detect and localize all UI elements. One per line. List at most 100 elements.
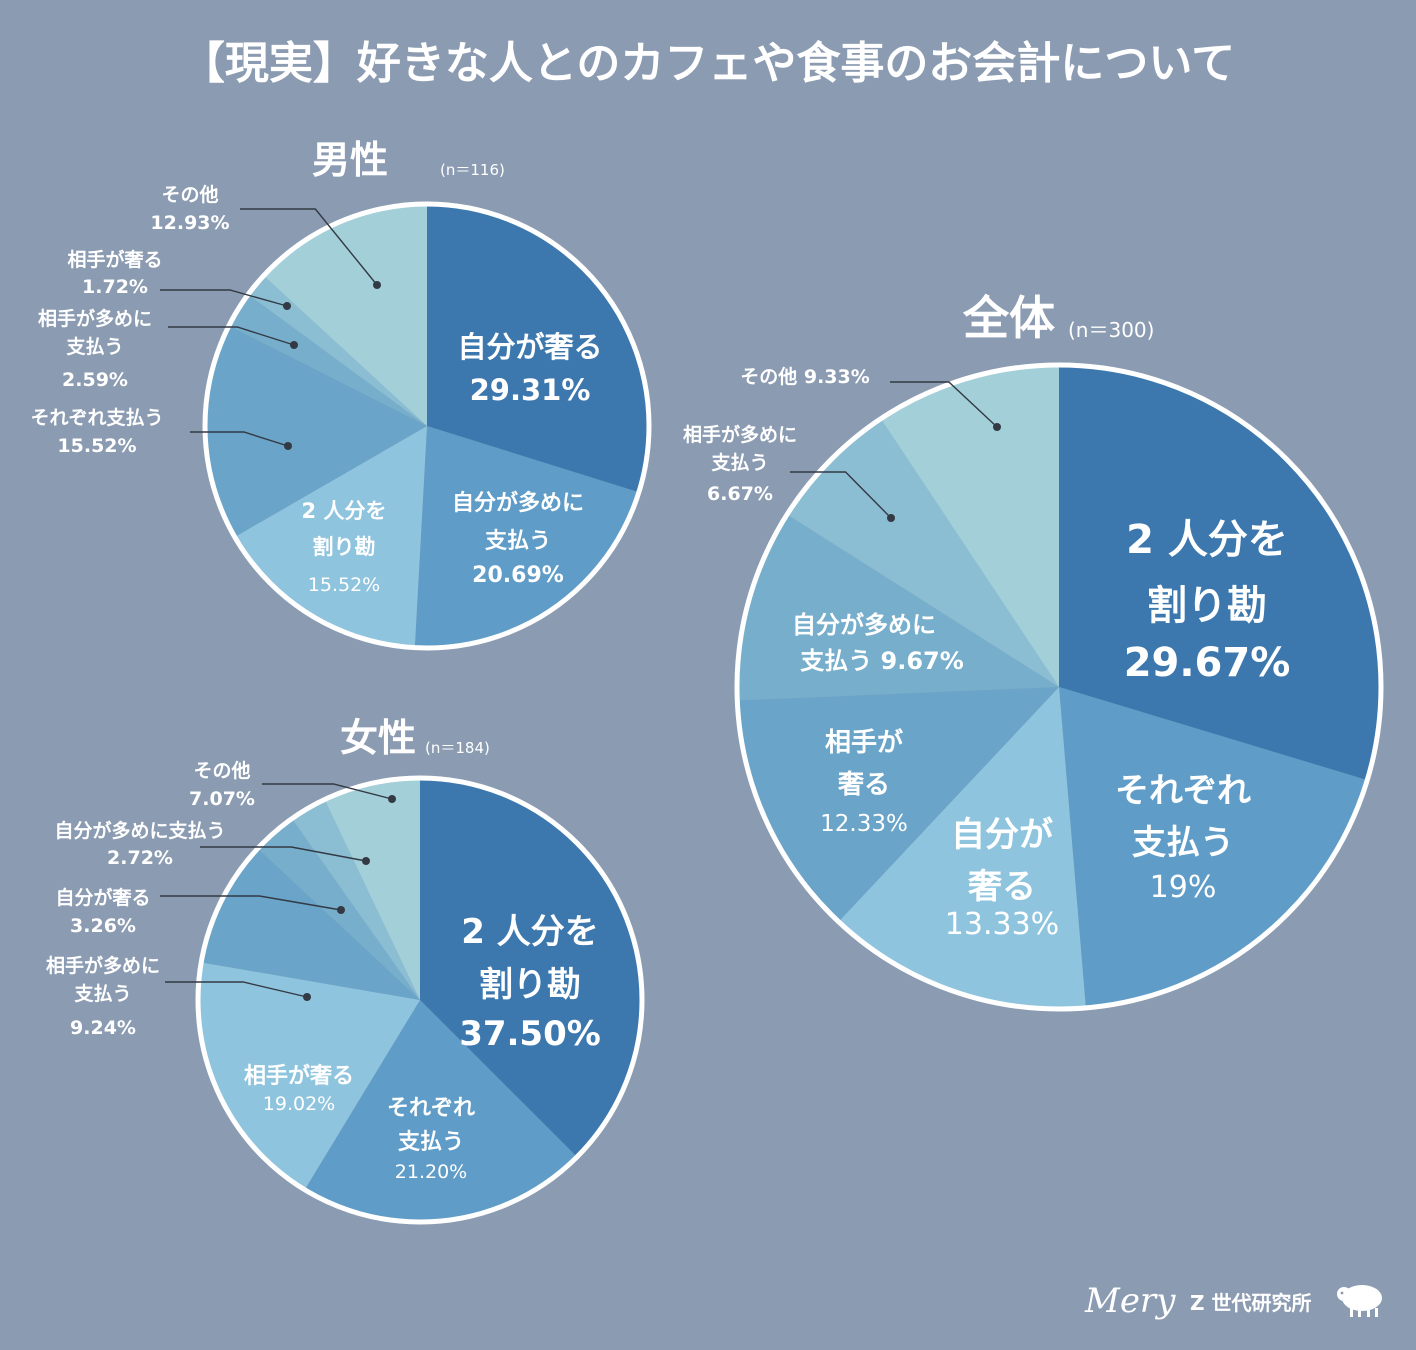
leader-line-male-6 bbox=[240, 208, 378, 286]
leader-line-male-4 bbox=[168, 326, 295, 346]
pie-slice-total-3 bbox=[737, 687, 1059, 922]
slice-label-male-4: 相手が多めに bbox=[38, 307, 152, 330]
slice-pct-female-5: 2.72% bbox=[107, 847, 173, 869]
slice-label-male-1: 支払う bbox=[485, 529, 551, 554]
slice-label-male-1: 自分が多めに bbox=[452, 490, 584, 516]
slice-pct-female-2: 19.02% bbox=[263, 1093, 335, 1115]
leader-dot-male-4 bbox=[290, 341, 298, 349]
pie-slice-female-0 bbox=[420, 778, 642, 1157]
slice-pct-male-1: 20.69% bbox=[472, 563, 564, 588]
pie-slice-male-0 bbox=[427, 204, 649, 493]
leader-dot-male-6 bbox=[373, 281, 381, 289]
slice-label-female-6: その他 bbox=[193, 759, 250, 782]
pie-slice-female-1 bbox=[304, 1000, 578, 1222]
slice-pct-female-6: 7.07% bbox=[189, 788, 255, 810]
slice-label-male-3: それぞれ支払う bbox=[30, 407, 163, 429]
leader-dot-female-6 bbox=[388, 795, 396, 803]
pie-slice-total-0 bbox=[1059, 365, 1382, 781]
slice-label-total-1: それぞれ bbox=[1115, 771, 1251, 811]
slice-label-female-4: 自分が奢る bbox=[55, 886, 150, 909]
pie-title-male: 男性 bbox=[312, 138, 388, 182]
pie-title-total: 全体 bbox=[962, 291, 1055, 345]
page-title: 【現実】好きな人とのカフェや食事のお会計について bbox=[181, 38, 1235, 89]
pie-slice-male-6 bbox=[263, 204, 427, 426]
leader-dot-total-5 bbox=[887, 514, 895, 522]
slice-pct-total-2: 13.33% bbox=[945, 907, 1059, 942]
leader-line-total-5 bbox=[790, 471, 892, 519]
pie-title-female: 女性 bbox=[340, 716, 416, 760]
brand-text: Z 世代研究所 bbox=[1190, 1291, 1311, 1315]
pie-n-male: (n＝116) bbox=[440, 161, 505, 179]
slice-label-total-6: その他 9.33% bbox=[740, 365, 870, 388]
pie-slice-total-1 bbox=[1059, 687, 1368, 1008]
pie-slice-male-4 bbox=[228, 294, 427, 426]
slice-label-male-6: その他 bbox=[161, 183, 218, 206]
pie-slice-male-5 bbox=[248, 275, 427, 426]
slice-label-total-0: 2 人分を bbox=[1126, 517, 1288, 563]
slice-pct-total-0: 29.67% bbox=[1124, 640, 1291, 686]
pie-slice-male-3 bbox=[204, 325, 427, 537]
slice-label-total-2: 奢る bbox=[968, 867, 1036, 907]
sheep-icon bbox=[1337, 1285, 1382, 1317]
slice-pct-female-3: 9.24% bbox=[70, 1017, 136, 1039]
leader-dot-total-6 bbox=[993, 423, 1001, 431]
pie-slice-total-6 bbox=[880, 365, 1059, 687]
slice-label-female-1: 支払う bbox=[398, 1130, 464, 1155]
brand-logo: Mery bbox=[1084, 1281, 1176, 1321]
pie-slice-total-4 bbox=[737, 514, 1059, 701]
pie-male-border bbox=[202, 201, 652, 651]
slice-label-female-0: 2 人分を bbox=[461, 912, 599, 952]
slice-label-total-2: 自分が bbox=[951, 815, 1053, 855]
leader-line-female-6 bbox=[262, 783, 393, 800]
pie-slice-total-5 bbox=[787, 418, 1059, 687]
leader-dot-male-3 bbox=[284, 442, 292, 450]
slice-label-male-2: 割り勘 bbox=[313, 535, 376, 559]
slice-pct-female-0: 37.50% bbox=[459, 1014, 601, 1054]
slice-pct-male-6: 12.93% bbox=[150, 212, 229, 234]
slice-pct-total-4: 支払う 9.67% bbox=[800, 647, 964, 675]
slice-pct-male-0: 29.31% bbox=[470, 373, 591, 407]
pie-slice-female-2 bbox=[197, 962, 420, 1190]
slice-pct-male-5: 1.72% bbox=[82, 276, 148, 298]
leader-dot-female-5 bbox=[362, 857, 370, 865]
slice-label-total-3: 奢る bbox=[837, 770, 890, 800]
slice-label-total-1: 支払う bbox=[1132, 823, 1234, 863]
slice-pct-male-3: 15.52% bbox=[57, 435, 136, 457]
slice-label-male-2: 2 人分を bbox=[302, 499, 387, 523]
pie-slice-female-5 bbox=[291, 799, 420, 1000]
slice-label-male-4: 支払う bbox=[65, 336, 123, 358]
slice-pct-total-3: 12.33% bbox=[820, 811, 908, 837]
pie-n-female: (n＝184) bbox=[425, 739, 490, 757]
slice-label-female-0: 割り勘 bbox=[479, 965, 581, 1005]
slice-label-total-0: 割り勘 bbox=[1147, 583, 1267, 629]
slice-pct-male-4: 2.59% bbox=[62, 369, 128, 391]
leader-line-female-4 bbox=[160, 895, 342, 911]
slice-label-male-0: 自分が奢る bbox=[457, 330, 602, 364]
leader-line-male-3 bbox=[190, 431, 289, 447]
pie-slice-female-6 bbox=[324, 778, 420, 1000]
pie-total: 全体 (n＝300) 2 人分を割り勘29.67%それぞれ支払う19%自分が奢る… bbox=[683, 291, 1384, 1012]
slice-label-total-5: 支払う bbox=[710, 452, 768, 474]
slice-label-total-4: 自分が多めに bbox=[792, 611, 936, 639]
slice-label-male-5: 相手が奢る bbox=[67, 248, 162, 271]
slice-pct-total-5: 6.67% bbox=[707, 483, 773, 505]
pie-female: 女性 (n＝184) 2 人分を割り勘37.50%それぞれ支払う21.20%相手… bbox=[46, 716, 645, 1225]
slice-label-female-3: 相手が多めに bbox=[46, 954, 160, 977]
slice-pct-total-1: 19% bbox=[1150, 870, 1217, 905]
leader-dot-male-5 bbox=[283, 302, 291, 310]
pie-total-border bbox=[734, 362, 1384, 1012]
slice-label-total-3: 相手が bbox=[825, 727, 903, 758]
slice-label-total-5: 相手が多めに bbox=[683, 423, 797, 446]
pie-slice-total-2 bbox=[838, 687, 1086, 1009]
pie-slice-male-1 bbox=[414, 426, 639, 648]
leader-line-male-5 bbox=[160, 289, 288, 307]
slice-label-female-2: 相手が奢る bbox=[244, 1063, 354, 1089]
leader-line-female-3 bbox=[165, 981, 308, 998]
leader-line-total-6 bbox=[890, 381, 998, 428]
slice-pct-female-4: 3.26% bbox=[70, 915, 136, 937]
slice-pct-male-2: 15.52% bbox=[308, 574, 380, 596]
slice-pct-female-1: 21.20% bbox=[395, 1161, 467, 1183]
leader-line-female-5 bbox=[200, 846, 367, 862]
